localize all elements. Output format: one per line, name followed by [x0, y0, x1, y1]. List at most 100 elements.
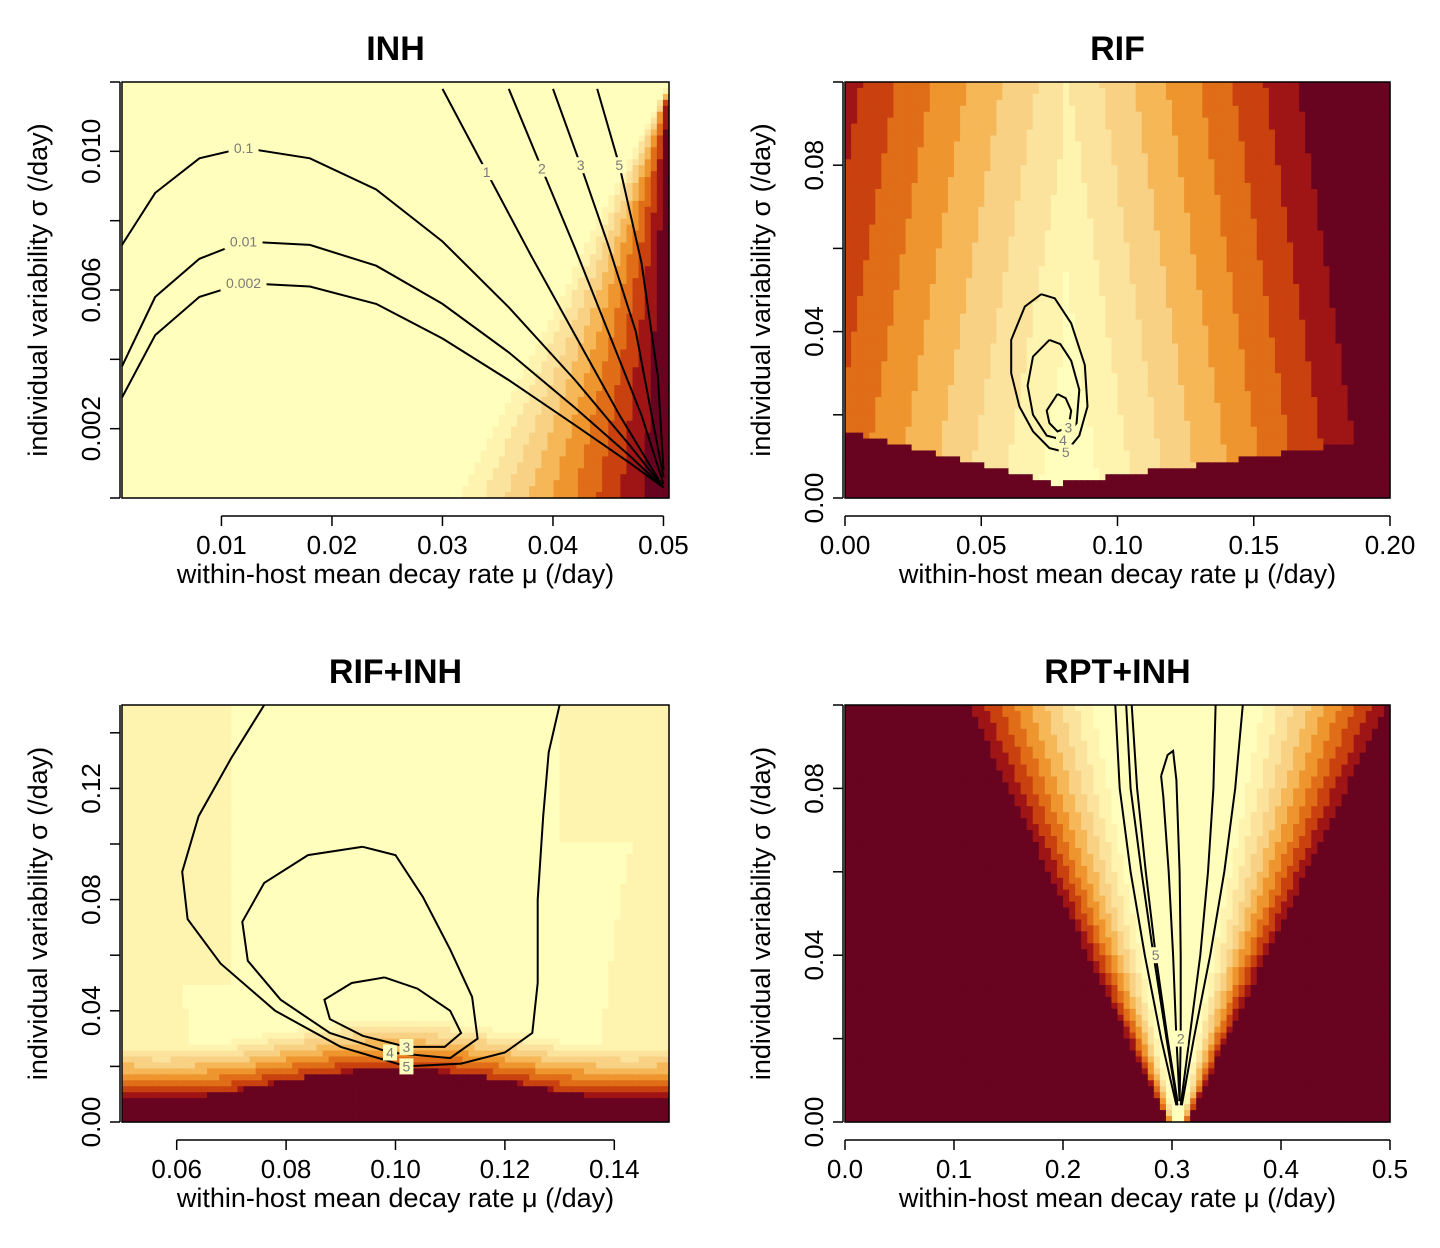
heat-cell: [401, 82, 409, 89]
heat-cell: [444, 123, 451, 131]
heat-cell: [182, 206, 190, 214]
heat-cell: [608, 325, 615, 333]
heat-cell: [128, 254, 135, 261]
heat-cell: [213, 177, 220, 184]
heat-cell: [492, 325, 500, 333]
heat-cell: [492, 194, 500, 202]
heat-cell: [316, 391, 324, 398]
heat-cell: [498, 396, 506, 404]
heat-cell: [438, 82, 445, 89]
heat-cell: [152, 379, 160, 386]
heat-cell: [395, 224, 403, 232]
heat-cell: [213, 242, 220, 249]
heat-cell: [286, 218, 293, 226]
heat-cell: [589, 99, 597, 107]
heat-cell: [656, 307, 664, 315]
heat-cell: [359, 206, 366, 214]
heat-cell: [286, 236, 293, 244]
heat-cell: [219, 391, 226, 398]
heat-cell: [346, 319, 354, 327]
heat-cell: [255, 218, 263, 226]
heat-cell: [292, 396, 299, 404]
heat-cell: [352, 278, 360, 285]
heat-cell: [407, 99, 415, 107]
heat-cell: [225, 93, 232, 101]
heat-cell: [359, 290, 366, 297]
heat-cell: [207, 123, 214, 131]
heat-cell: [644, 135, 652, 143]
heat-cell: [286, 111, 293, 119]
heat-cell: [273, 200, 281, 208]
heat-cell: [523, 254, 530, 261]
heat-cell: [650, 105, 658, 113]
heat-cell: [310, 343, 318, 351]
heat-cell: [419, 266, 427, 273]
heat-cell: [128, 349, 135, 356]
heat-cell: [559, 319, 567, 327]
heat-cell: [207, 87, 214, 95]
heat-cell: [644, 99, 652, 107]
heat-cell: [134, 183, 141, 190]
heat-cell: [365, 319, 372, 327]
heat-cell: [328, 224, 336, 232]
heat-cell: [322, 343, 330, 351]
heat-cell: [407, 284, 415, 291]
heat-cell: [213, 135, 220, 143]
heat-cell: [377, 159, 384, 166]
heat-cell: [650, 272, 658, 279]
heat-cell: [638, 206, 646, 214]
heat-cell: [541, 224, 549, 232]
heat-cell: [589, 129, 597, 137]
heat-cell: [492, 153, 500, 160]
heat-cell: [589, 385, 597, 392]
heat-cell: [182, 242, 190, 249]
heat-cell: [365, 349, 372, 356]
heat-cell: [164, 224, 172, 232]
heat-cell: [571, 200, 579, 208]
heat-cell: [371, 319, 378, 327]
heat-cell: [170, 87, 178, 95]
heat-cell: [510, 230, 518, 238]
heat-cell: [644, 379, 652, 386]
heat-cell: [583, 212, 591, 220]
heat-cell: [371, 373, 378, 380]
heat-cell: [535, 206, 542, 214]
heat-cell: [261, 135, 269, 143]
heat-cell: [419, 278, 427, 285]
heat-cell: [553, 266, 561, 273]
heat-cell: [128, 87, 135, 95]
heat-cell: [201, 183, 208, 190]
heat-cell: [322, 242, 330, 249]
heat-cell: [304, 361, 312, 368]
heat-cell: [134, 159, 141, 166]
heat-cell: [602, 313, 609, 321]
heat-cell: [352, 402, 360, 410]
heat-cell: [371, 361, 378, 368]
heat-cell: [498, 278, 506, 285]
heat-cell: [231, 188, 239, 196]
heat-cell: [158, 355, 166, 362]
heat-cell: [346, 87, 354, 95]
heat-cell: [164, 159, 172, 166]
heat-cell: [662, 290, 670, 297]
heat-cell: [359, 111, 366, 119]
heat-cell: [547, 391, 555, 398]
heat-cell: [170, 171, 178, 178]
heat-cell: [352, 337, 360, 345]
heat-cell: [273, 123, 281, 131]
heat-cell: [334, 183, 342, 190]
heat-cell: [401, 117, 409, 125]
heat-cell: [498, 248, 506, 255]
heat-cell: [310, 93, 318, 101]
heat-cell: [304, 295, 312, 303]
heat-cell: [310, 373, 318, 380]
heat-cell: [304, 141, 312, 148]
heat-cell: [389, 266, 397, 273]
heat-cell: [480, 117, 488, 125]
heat-cell: [207, 408, 214, 416]
heat-cell: [517, 159, 524, 166]
heat-cell: [438, 396, 445, 404]
heat-cell: [261, 331, 269, 339]
heat-cell: [286, 206, 293, 214]
heat-cell: [267, 290, 275, 297]
